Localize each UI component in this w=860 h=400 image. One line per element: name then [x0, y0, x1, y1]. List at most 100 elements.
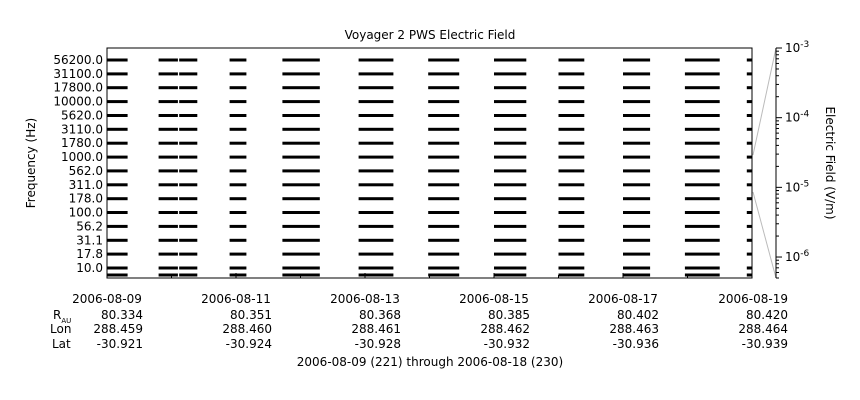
y-tick-label: 56200.0	[53, 53, 103, 67]
channel-bar	[746, 266, 752, 270]
channel-bar	[358, 72, 394, 76]
channel-bar	[282, 266, 320, 270]
channel-bar	[282, 72, 320, 76]
channel-bar	[746, 72, 752, 76]
channel-bar	[158, 197, 178, 201]
channel-bar	[746, 100, 752, 104]
x-tick-label: 2006-08-09	[72, 292, 142, 306]
channel-bar	[494, 100, 527, 104]
channel-bar	[282, 183, 320, 187]
channel-bar	[358, 252, 394, 256]
channel-bar	[358, 183, 394, 187]
channel-bar	[107, 273, 128, 277]
channel-bar	[684, 58, 720, 62]
channel-bar	[158, 224, 178, 228]
channel-bar	[229, 169, 247, 173]
channel-bar	[358, 155, 394, 159]
y-tick-label: 56.2	[76, 219, 103, 233]
channel-bar	[179, 86, 198, 90]
ephemeris-r-value: 80.368	[359, 308, 401, 322]
channel-bar	[684, 197, 720, 201]
channel-bar	[358, 197, 394, 201]
channel-bar	[107, 266, 128, 270]
channel-bar	[229, 183, 247, 187]
colorbar-tick-label: 10-3	[785, 40, 809, 55]
channel-bar	[179, 197, 198, 201]
channel-bar	[684, 169, 720, 173]
y-tick-label: 178.0	[69, 192, 103, 206]
channel-bar	[746, 273, 752, 277]
channel-bar	[179, 141, 198, 145]
channel-bar	[746, 58, 752, 62]
channel-bar	[282, 155, 320, 159]
ephemeris-lon-value: 288.460	[222, 322, 272, 336]
channel-bar	[494, 252, 527, 256]
channel-bar	[623, 100, 651, 104]
channel-bar	[229, 224, 247, 228]
channel-bar	[684, 72, 720, 76]
channel-bar	[494, 197, 527, 201]
ephemeris-r-subscript: AU	[61, 317, 71, 325]
channel-bar	[229, 273, 247, 277]
channel-bar	[358, 114, 394, 117]
colorbar: 10-3 10-4 10-5 10-6 Electric Field (V/m)	[752, 40, 837, 279]
channel-bar	[179, 72, 198, 76]
channel-bar	[358, 224, 394, 228]
channel-bar	[428, 266, 460, 270]
channel-bar	[282, 211, 320, 214]
channel-bar	[623, 127, 651, 131]
y-tick-label: 562.0	[69, 164, 103, 178]
channel-bar	[358, 141, 394, 145]
channel-bar	[179, 183, 198, 187]
x-tick-label: 2006-08-11	[201, 292, 271, 306]
channel-bar	[107, 58, 128, 62]
channel-bar	[494, 58, 527, 62]
x-tick-label: 2006-08-17	[588, 292, 658, 306]
channel-bar	[107, 72, 128, 76]
channel-bar	[684, 252, 720, 256]
channel-bar	[428, 273, 460, 277]
channel-bar	[158, 86, 178, 90]
channel-bar	[684, 266, 720, 270]
channel-bar	[428, 155, 460, 159]
ephemeris-r-value: 80.402	[617, 308, 659, 322]
channel-bar	[684, 141, 720, 145]
channel-bar	[358, 100, 394, 104]
channel-bar	[428, 114, 460, 117]
channel-bar	[107, 238, 128, 242]
channel-bar	[558, 238, 585, 242]
x-tick-label: 2006-08-19	[718, 292, 788, 306]
channel-bar	[358, 58, 394, 62]
channel-bar	[358, 127, 394, 131]
channel-bar	[684, 155, 720, 159]
ephemeris-lon-value: 288.461	[351, 322, 401, 336]
channel-bar	[229, 211, 247, 214]
ephemeris-lon-value: 288.459	[93, 322, 143, 336]
ephemeris-r-label: RAU	[53, 308, 71, 325]
channel-bar	[428, 211, 460, 214]
channel-bar	[158, 58, 178, 62]
channel-bar	[107, 183, 128, 187]
channel-bar	[428, 169, 460, 173]
channel-bar	[428, 224, 460, 228]
channel-bar	[494, 183, 527, 187]
channel-bar	[158, 100, 178, 104]
ephemeris-lat-label: Lat	[52, 337, 71, 351]
channel-bar	[179, 224, 198, 228]
channel-bar	[558, 224, 585, 228]
channel-bar	[494, 169, 527, 173]
channel-bar	[684, 224, 720, 228]
ephemeris-table: RAU Lon Lat 80.334288.459-30.92180.35128…	[50, 308, 788, 351]
channel-bar	[179, 273, 198, 277]
colorbar-connector	[752, 47, 777, 279]
channel-bar	[746, 155, 752, 159]
y-tick-label: 5620.0	[61, 108, 103, 122]
channel-bar	[623, 183, 651, 187]
channel-bar	[158, 169, 178, 173]
channel-bar	[494, 72, 527, 76]
channel-bar	[282, 238, 320, 242]
channel-bar	[623, 211, 651, 214]
channel-bar	[107, 197, 128, 201]
y-tick-label: 17800.0	[53, 81, 103, 95]
